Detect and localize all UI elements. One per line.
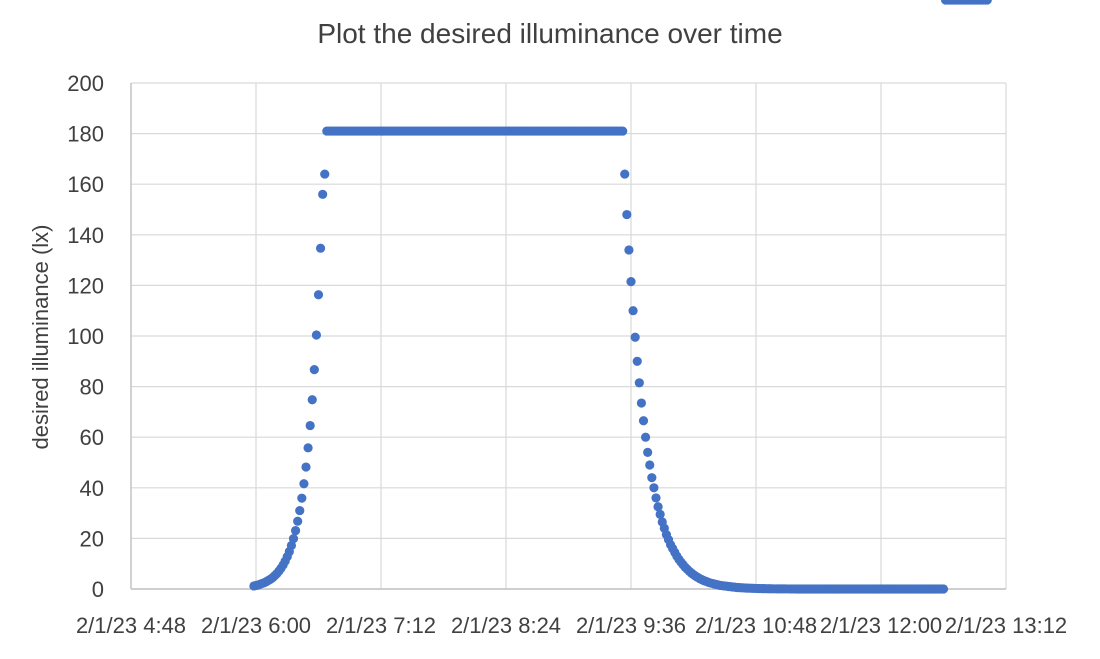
- x-tick-label: 2/1/23 6:00: [201, 613, 311, 638]
- data-point: [297, 493, 307, 503]
- data-point: [311, 330, 322, 340]
- y-tick-label: 140: [67, 223, 104, 248]
- data-point: [632, 356, 642, 366]
- data-point: [320, 169, 330, 179]
- data-point: [293, 516, 303, 526]
- data-point: [620, 169, 630, 179]
- data-point: [618, 126, 628, 136]
- x-tick-label: 2/1/23 10:48: [695, 613, 817, 638]
- data-point: [301, 462, 311, 472]
- data-point: [622, 209, 632, 220]
- data-point: [630, 332, 640, 342]
- x-tick-label: 2/1/23 4:48: [76, 613, 186, 638]
- data-point: [645, 460, 655, 470]
- x-tick-label: 2/1/23 12:00: [820, 613, 942, 638]
- x-tick-label: 2/1/23 9:36: [576, 613, 686, 638]
- x-tick-label: 2/1/23 8:24: [451, 613, 561, 638]
- y-tick-label: 20: [80, 526, 104, 551]
- y-tick-label: 100: [67, 324, 104, 349]
- chart-title: Plot the desired illuminance over time: [317, 18, 782, 49]
- data-point: [636, 398, 647, 408]
- x-tick-label: 2/1/23 7:12: [326, 613, 436, 638]
- data-point: [309, 365, 319, 375]
- data-point: [624, 245, 634, 255]
- data-point: [638, 416, 649, 426]
- y-axis-label: desired illuminance (lx): [28, 225, 53, 450]
- y-tick-label: 200: [67, 71, 104, 96]
- data-point: [649, 483, 659, 493]
- data-point: [651, 493, 661, 503]
- x-tick-label: 2/1/23 13:12: [945, 613, 1067, 638]
- data-point: [634, 378, 644, 388]
- data-point: [647, 473, 657, 483]
- data-point: [307, 395, 317, 405]
- data-point: [653, 502, 663, 512]
- y-tick-label: 160: [67, 172, 104, 197]
- data-point: [938, 584, 949, 594]
- data-point: [640, 432, 651, 442]
- y-tick-label: 60: [80, 425, 104, 450]
- data-point: [303, 443, 313, 453]
- data-point: [288, 534, 299, 544]
- data-point: [982, 0, 992, 5]
- data-point: [299, 479, 309, 489]
- data-point: [655, 509, 665, 519]
- data-point: [626, 277, 636, 287]
- data-point: [295, 505, 305, 516]
- data-point: [628, 306, 638, 316]
- data-point: [643, 447, 653, 457]
- y-tick-label: 40: [80, 476, 104, 501]
- data-point: [305, 420, 315, 431]
- gridlines: [131, 82, 1007, 589]
- data-point: [318, 189, 328, 199]
- data-point: [315, 243, 326, 253]
- y-tick-label: 0: [92, 577, 104, 602]
- y-tick-label: 120: [67, 273, 104, 298]
- data-point: [290, 525, 301, 536]
- y-tick-labels: 0 20 40 60 80 100 120 140 160 180 200: [67, 71, 104, 602]
- x-tick-labels: 2/1/23 4:48 2/1/23 6:00 2/1/23 7:12 2/1/23 …: [76, 613, 1067, 638]
- data-points: [249, 0, 992, 594]
- data-point: [313, 290, 324, 300]
- y-tick-label: 180: [67, 122, 104, 147]
- y-tick-label: 80: [80, 375, 104, 400]
